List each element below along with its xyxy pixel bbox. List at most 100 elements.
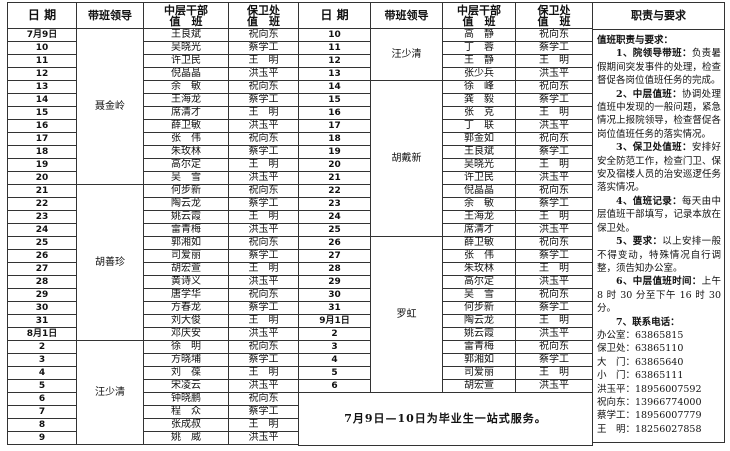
- security-duty-cell: 祝向东: [515, 28, 593, 42]
- leader-cell: 胡戴新: [370, 80, 443, 237]
- table-row: 9 姚 威洪玉平: [7, 431, 299, 445]
- mid-level-duty-cell: 高 静: [442, 28, 516, 42]
- mid-level-duty-cell: 陶云龙: [143, 197, 229, 211]
- table-row: 13 张少兵 洪玉平: [298, 67, 593, 81]
- mid-level-duty-cell: 刘大俊: [143, 314, 229, 328]
- contact-phone: 18956007779: [635, 410, 702, 422]
- security-duty-cell: 洪玉平: [515, 67, 593, 81]
- leader-cell: 汪少清: [370, 28, 443, 81]
- mid-level-duty-cell: 刘 葆: [143, 366, 229, 380]
- mid-level-duty-cell: 司爱丽: [143, 249, 229, 263]
- duty-item-heading: 7、联系电话：: [616, 316, 680, 328]
- security-duty-cell: 王 明: [228, 54, 299, 68]
- duty-item: 7、联系电话：: [597, 316, 721, 329]
- security-duty-cell: 王 明: [515, 366, 593, 380]
- security-duty-cell: 王 明: [228, 366, 299, 380]
- duty-subtitle: 值班职责与要求：: [597, 35, 674, 46]
- mid-level-duty-cell: 张成叔: [143, 418, 229, 432]
- table-row: 4 刘 葆王 明: [7, 366, 299, 380]
- date-cell: 2: [7, 340, 77, 354]
- table-row: 2 汪少清徐 明祝向东: [7, 340, 299, 445]
- table-row: 3 方晓埔 蔡学工: [7, 353, 299, 367]
- mid-level-duty-cell: 席清才: [143, 106, 229, 120]
- security-duty-cell: 王 明: [228, 262, 299, 276]
- table-row: 15 龚 毅蔡学工: [298, 93, 593, 107]
- mid-level-duty-cell: 王 静: [442, 54, 516, 68]
- date-cell: 17: [298, 119, 371, 133]
- mid-level-duty-cell: 许卫民: [143, 54, 229, 68]
- security-duty-cell: 祝向东: [228, 184, 299, 198]
- date-cell: 15: [7, 106, 77, 120]
- security-duty-cell: 蔡学工: [228, 249, 299, 263]
- date-cell: 25: [7, 236, 77, 250]
- security-duty-cell: 王 明: [515, 262, 593, 276]
- mid-level-duty-cell: 朱玫林: [143, 145, 229, 159]
- mid-level-duty-cell: 雷青梅: [442, 340, 516, 354]
- duty-item-heading: 5、要求：: [616, 236, 663, 248]
- table-row: 10 吴晓光 蔡学工: [7, 41, 299, 55]
- date-cell: 26: [7, 249, 77, 263]
- date-cell: 29: [298, 275, 371, 289]
- security-duty-cell: 洪玉平: [228, 431, 299, 445]
- duty-item-text: 安排好安全防范工作，检查门卫、保安及宿楼人员的治安巡逻任务落实情况。: [597, 142, 721, 194]
- security-duty-cell: 祝向东: [515, 340, 593, 354]
- date-cell: 10: [298, 28, 371, 42]
- mid-level-duty-cell: 何步新: [442, 301, 516, 315]
- date-cell: 15: [298, 93, 371, 107]
- duty-item-text: 协调处理值班中发现的一般问题，紧急情况上报院领导，检查督促各岗位值班任务的落实情…: [597, 88, 721, 140]
- table-row: 24 雷青梅 洪玉平: [7, 223, 299, 237]
- table-row: 6 胡宏萱 洪玉平: [298, 379, 593, 393]
- mid-level-duty-cell: 邓庆安: [143, 327, 229, 341]
- contact-label: 办公室：: [597, 329, 636, 341]
- contact-line: 保卫处：63865110: [597, 342, 721, 355]
- date-cell: 9月1日: [298, 314, 371, 328]
- duty-schedule-table-left: 日 期 带班领导 中层干部 值 班 保卫处 值 班 7月9日 聂金岭 王良斌 祝向东 1…: [7, 2, 299, 445]
- date-cell: 3: [298, 340, 371, 354]
- security-duty-cell: 祝向东: [515, 288, 593, 302]
- date-cell: 26: [298, 236, 371, 250]
- date-cell: 12: [298, 54, 371, 68]
- date-cell: 10: [7, 41, 77, 55]
- date-cell: 8: [7, 418, 77, 432]
- table-row: 24 王海龙王 明: [298, 210, 593, 224]
- security-duty-cell: 蔡学工: [515, 197, 593, 211]
- date-cell: 7: [7, 405, 77, 419]
- mid-level-duty-cell: 张 伟: [143, 132, 229, 146]
- header-mid: 中层干部 值 班: [143, 2, 229, 29]
- security-duty-cell: 王 明: [228, 210, 299, 224]
- security-duty-cell: 祝向东: [228, 340, 299, 354]
- duty-item-text: 每天由中层值班干部填写，记录本放在保卫处。: [597, 195, 721, 234]
- table-row: 12 倪晶晶 洪玉平: [7, 67, 299, 81]
- security-duty-cell: 蔡学工: [515, 301, 593, 315]
- date-cell: 21: [298, 171, 371, 185]
- table-row: 12 王 静王 明: [298, 54, 593, 68]
- security-duty-cell: 洪玉平: [515, 171, 593, 185]
- mid-level-duty-cell: 倪晶晶: [143, 67, 229, 81]
- security-duty-cell: 祝向东: [228, 236, 299, 250]
- mid-level-duty-cell: 徐 明: [143, 340, 229, 354]
- date-cell: 4: [298, 353, 371, 367]
- date-cell: 25: [298, 223, 371, 237]
- date-cell: 18: [7, 145, 77, 159]
- mid-level-duty-cell: 倪晶晶: [442, 184, 516, 198]
- mid-level-duty-cell: 吴 雪: [143, 171, 229, 185]
- table-row: 3 雷青梅 祝向东: [298, 340, 593, 354]
- mid-level-duty-cell: 郭湘如: [143, 236, 229, 250]
- security-duty-cell: 王 明: [515, 314, 593, 328]
- date-cell: 19: [298, 145, 371, 159]
- security-duty-cell: 祝向东: [515, 236, 593, 250]
- table-row: 28 黄诗义 洪玉平: [7, 275, 299, 289]
- date-cell: 6: [298, 379, 371, 393]
- contact-phone: 63865110: [635, 343, 684, 355]
- table-row: 7 程 众蔡学工: [7, 405, 299, 419]
- contact-line: 办公室：63865815: [597, 329, 721, 342]
- duty-item-heading: 6、中层值班时间：: [616, 276, 702, 288]
- security-duty-cell: 蔡学工: [228, 301, 299, 315]
- contact-line: 蔡学工：18956007779: [597, 409, 721, 422]
- mid-level-duty-cell: 雷青梅: [143, 223, 229, 237]
- date-cell: 5: [7, 379, 77, 393]
- mid-level-duty-cell: 姚云霞: [442, 327, 516, 341]
- date-cell: 11: [7, 54, 77, 68]
- table-row: 31 刘大俊王 明: [7, 314, 299, 328]
- mid-level-duty-cell: 宋凌云: [143, 379, 229, 393]
